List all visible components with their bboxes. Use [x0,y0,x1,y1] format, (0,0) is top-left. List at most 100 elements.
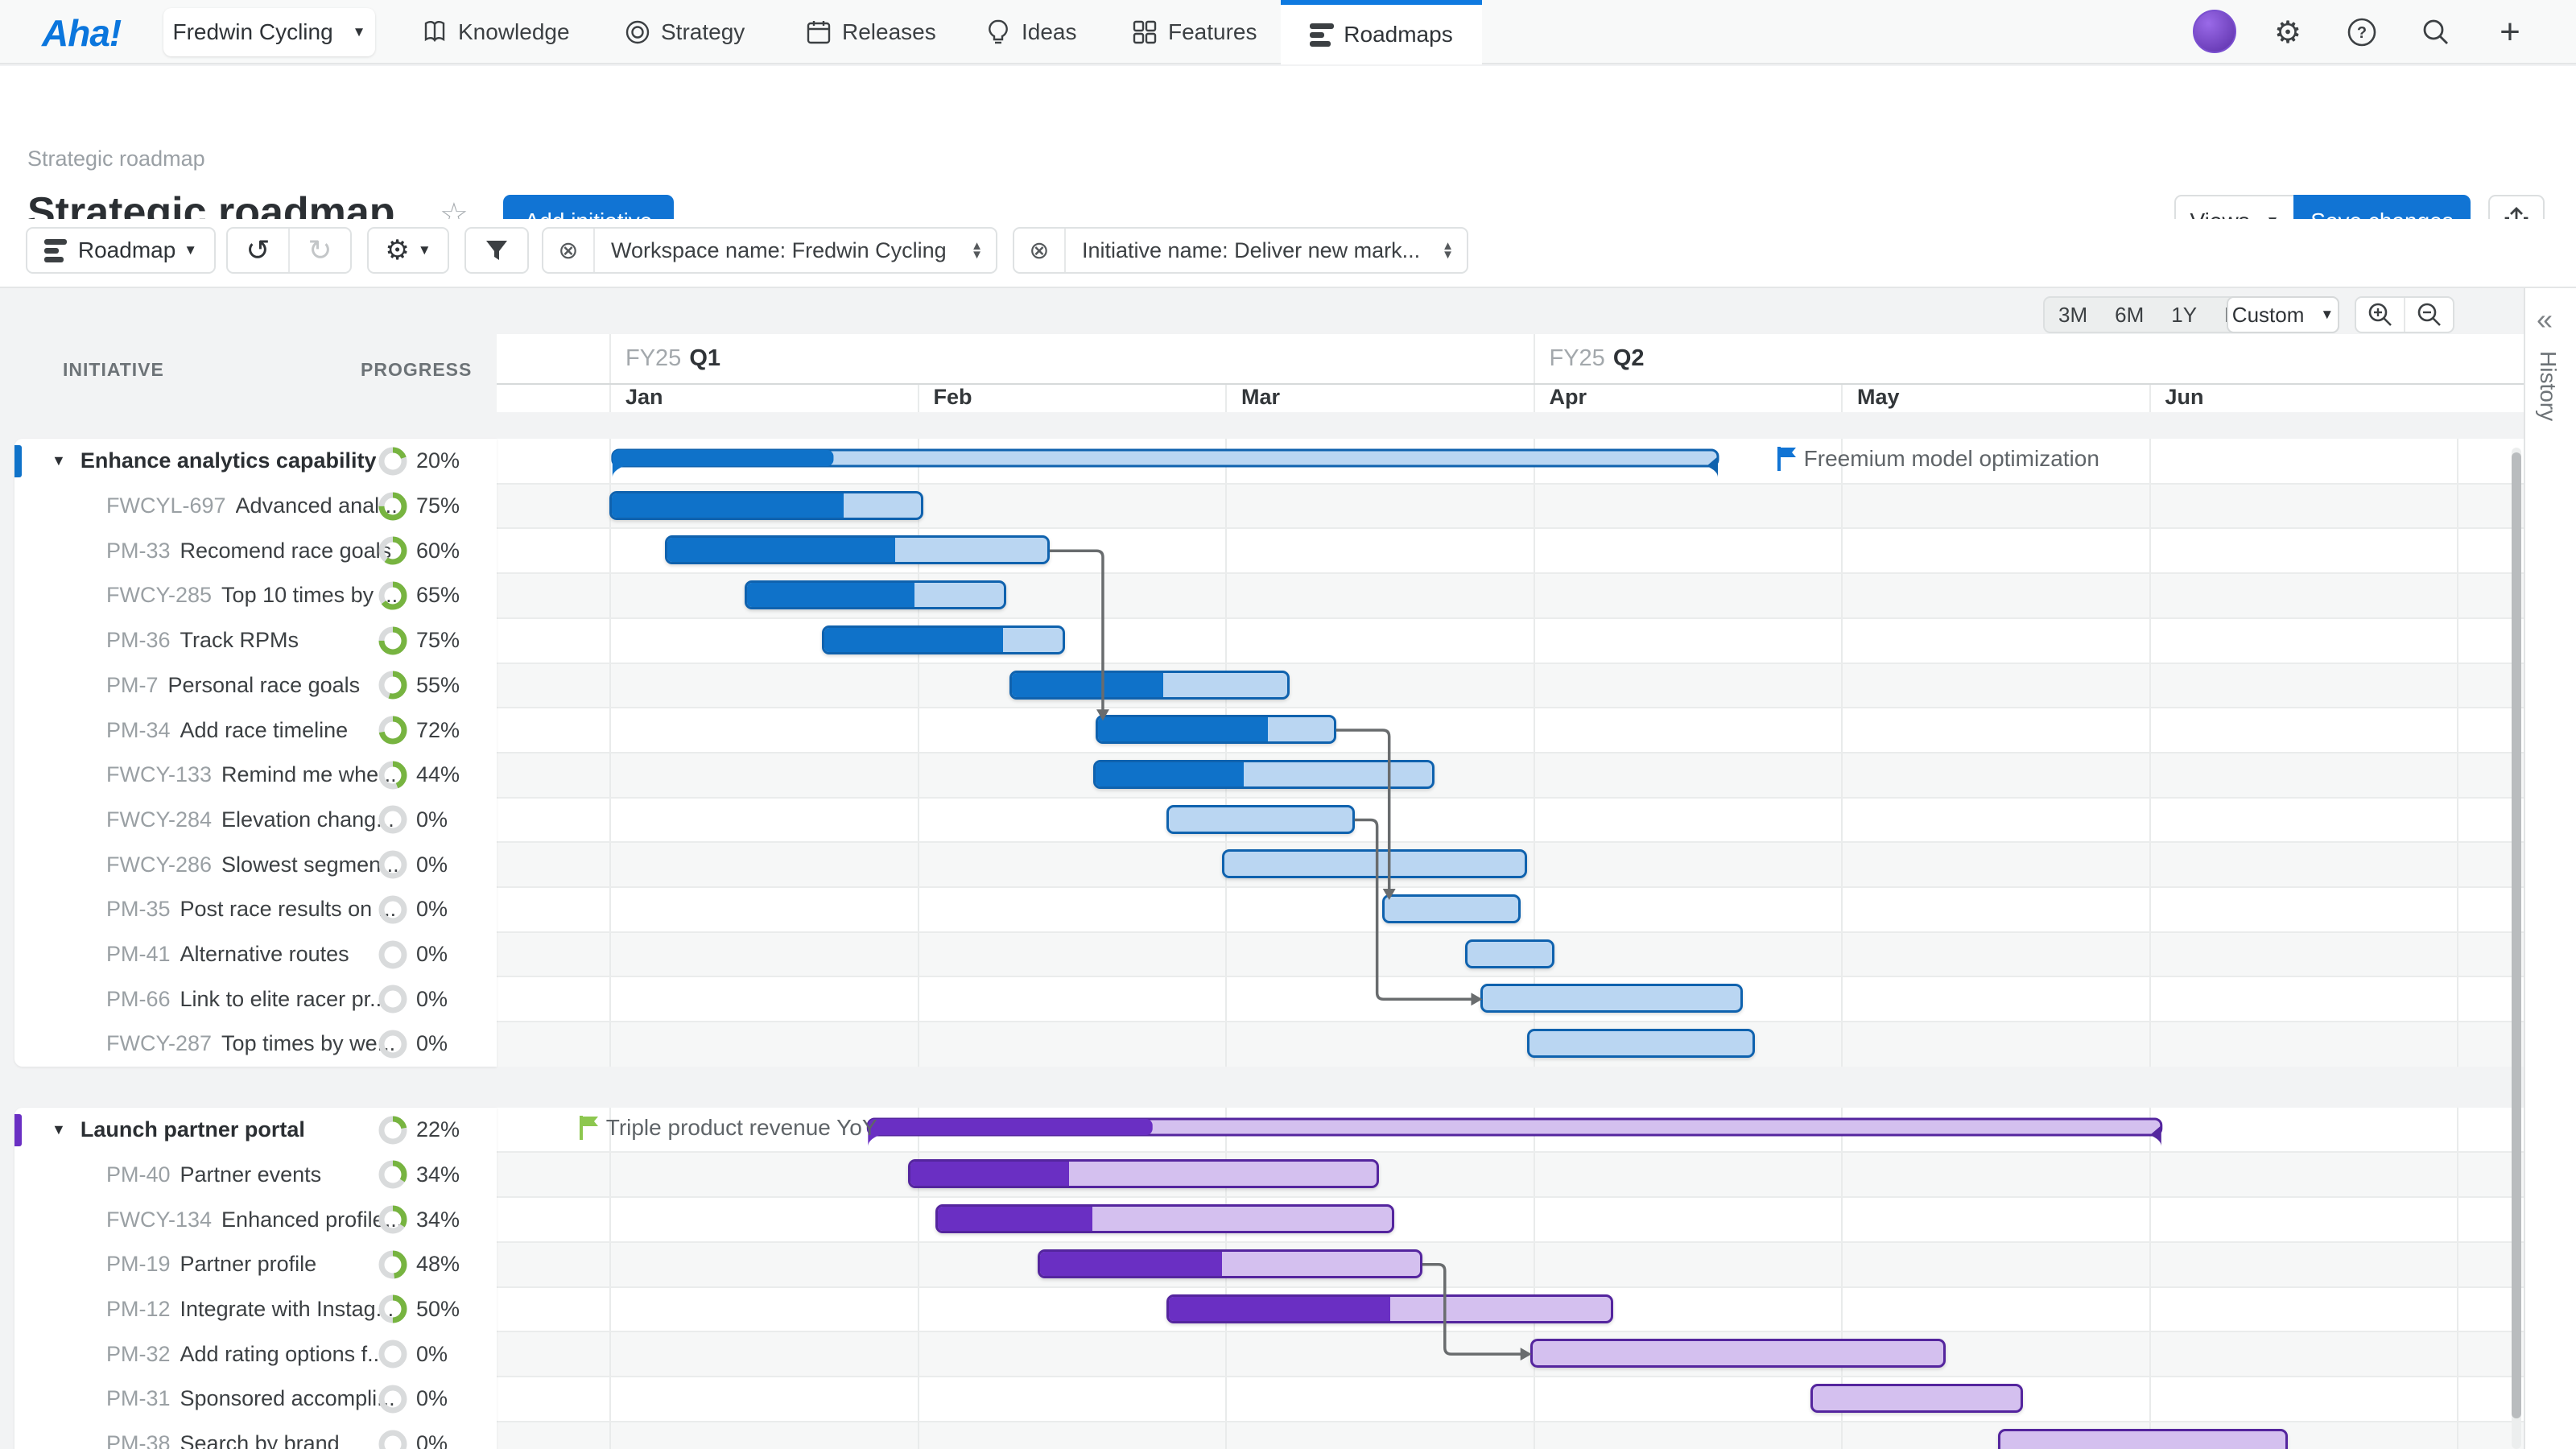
feature-ref: PM-31 [106,1386,171,1411]
search-icon[interactable] [2418,14,2454,50]
feature-row[interactable]: FWCY-284 Elevation chang... 0% [14,798,497,843]
undo-button[interactable]: ↺ [228,229,290,272]
progress-donut [378,1159,408,1190]
collapse-caret-icon[interactable]: ▼ [52,1121,66,1138]
feature-name: Link to elite racer pr... [180,987,388,1012]
progress-value: 0% [416,987,474,1012]
bullseye-icon [624,19,651,46]
column-header-initiative: INITIATIVE [63,359,164,381]
nav-item-knowledge[interactable]: Knowledge [421,0,570,64]
feature-row[interactable]: PM-31 Sponsored accompli... 0% [14,1377,497,1422]
remove-filter-icon[interactable]: ⊗ [1014,229,1066,272]
avatar[interactable] [2193,10,2236,53]
group-color-indicator [14,445,22,477]
feature-name: Partner events [180,1162,322,1187]
filter-chip[interactable]: ⊗ Initiative name: Deliver new mark... ▲… [1013,227,1468,274]
feature-row[interactable]: PM-19 Partner profile 48% [14,1242,497,1287]
feature-row[interactable]: PM-66 Link to elite racer pr... 0% [14,976,497,1022]
history-panel-collapsed[interactable]: « History [2524,288,2576,1449]
range-button-6m[interactable]: 6M [2101,303,2157,328]
feature-name: Partner profile [180,1252,317,1277]
vertical-scrollbar[interactable] [2512,448,2521,1449]
gantt-chart-region: 3M6M1YFit Custom ▼ INITIATIVE PROGRESS F… [0,288,2576,1449]
progress-value: 0% [416,852,474,877]
feature-ref: FWCYL-697 [106,493,226,518]
nav-item-label: Strategy [661,19,745,45]
chevron-down-icon: ▼ [353,24,366,40]
feature-row[interactable]: FWCY-287 Top times by we... 0% [14,1022,497,1067]
progress-value: 20% [416,448,474,473]
workspace-selector-label: Fredwin Cycling [173,19,333,45]
feature-name: Search by brand [180,1431,340,1449]
chevron-down-icon: ▼ [418,242,431,258]
tab-roadmaps[interactable]: Roadmaps [1281,0,1482,64]
feature-row[interactable]: PM-7 Personal race goals 55% [14,663,497,708]
progress-value: 34% [416,1162,474,1187]
feature-row[interactable]: FWCY-133 Remind me whe... 44% [14,753,497,798]
aha-logo[interactable]: Aha! [42,11,121,55]
progress-value: 48% [416,1252,474,1277]
feature-row[interactable]: FWCY-285 Top 10 times by ... 65% [14,573,497,618]
range-button-1y[interactable]: 1Y [2157,303,2211,328]
feature-name: Alternative routes [180,942,349,967]
initiative-name: Enhance analytics capability [80,448,377,473]
feature-row[interactable]: FWCYL-697 Advanced anal... 75% [14,484,497,529]
settings-dropdown[interactable]: ⚙ ▼ [367,227,449,274]
filter-chip[interactable]: ⊗ Workspace name: Fredwin Cycling ▲▼ [542,227,997,274]
feature-row[interactable]: PM-33 Recomend race goals 60% [14,528,497,573]
add-icon[interactable]: + [2492,14,2528,50]
nav-item-strategy[interactable]: Strategy [624,0,745,64]
funnel-icon [485,238,509,262]
feature-row[interactable]: PM-36 Track RPMs 75% [14,618,497,663]
sort-filter-icon: ▲▼ [1442,242,1454,259]
workspace-selector[interactable]: Fredwin Cycling ▼ [163,8,375,56]
feature-row[interactable]: PM-38 Search by brand 0% [14,1422,497,1449]
progress-donut [378,446,408,477]
nav-item-ideas[interactable]: Ideas [985,0,1077,64]
undo-redo-group: ↺ ↻ [226,227,352,274]
gear-icon[interactable]: ⚙ [2270,14,2306,50]
feature-name: Enhanced profile... [221,1208,402,1232]
feature-row[interactable]: PM-40 Partner events 34% [14,1152,497,1197]
feature-row[interactable]: PM-32 Add rating options f... 0% [14,1331,497,1377]
feature-ref: PM-33 [106,539,171,564]
breadcrumb[interactable]: Strategic roadmap [27,147,205,171]
redo-button[interactable]: ↻ [290,229,350,272]
nav-item-releases[interactable]: Releases [805,0,936,64]
zoom-in-button[interactable] [2356,298,2405,332]
progress-value: 75% [416,493,474,518]
feature-ref: PM-19 [106,1252,171,1277]
collapse-caret-icon[interactable]: ▼ [52,452,66,469]
progress-value: 0% [416,1431,474,1449]
remove-filter-icon[interactable]: ⊗ [543,229,595,272]
initiative-group-row[interactable]: ▼ Enhance analytics capability 20% [14,439,497,484]
nav-item-features[interactable]: Features [1131,0,1257,64]
progress-donut [378,535,408,566]
initiative-group-row[interactable]: ▼ Launch partner portal 22% [14,1108,497,1153]
zoom-out-button[interactable] [2405,298,2453,332]
grid-icon [1131,19,1158,46]
progress-donut [378,1339,408,1369]
range-button-3m[interactable]: 3M [2045,303,2101,328]
feature-row[interactable]: FWCY-286 Slowest segmen... 0% [14,842,497,887]
feature-row[interactable]: PM-41 Alternative routes 0% [14,932,497,977]
view-type-dropdown[interactable]: Roadmap ▼ [26,227,216,274]
feature-name: Remind me whe... [221,762,397,787]
help-icon[interactable]: ? [2344,14,2380,50]
top-navigation: Aha! Fredwin Cycling ▼ Knowledge Strategy… [0,0,2576,64]
feature-row[interactable]: PM-35 Post race results on ... 0% [14,887,497,932]
feature-row[interactable]: FWCY-134 Enhanced profile... 34% [14,1197,497,1242]
book-icon [421,19,448,46]
column-header-progress: PROGRESS [361,359,472,381]
progress-donut [378,1384,408,1414]
progress-donut [378,1029,408,1059]
progress-value: 50% [416,1297,474,1322]
history-panel-label: History [2535,351,2561,421]
feature-row[interactable]: PM-12 Integrate with Instag... 50% [14,1287,497,1332]
expand-panel-icon[interactable]: « [2537,303,2553,336]
feature-ref: PM-35 [106,897,171,922]
filter-button[interactable] [464,227,529,274]
custom-range-dropdown[interactable]: Custom ▼ [2227,296,2339,333]
feature-name: Advanced anal... [236,493,398,518]
feature-row[interactable]: PM-34 Add race timeline 72% [14,708,497,753]
